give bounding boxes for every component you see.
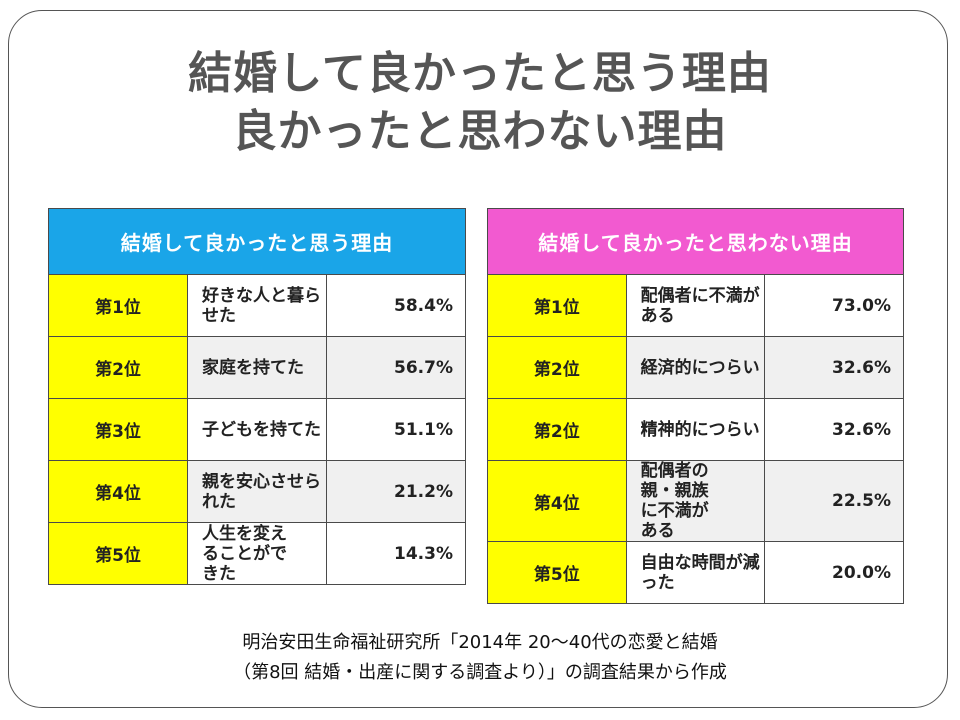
table-row: 第4位 親を安心させられた 21.2% — [48, 460, 466, 523]
percent-cell: 73.0% — [764, 274, 904, 337]
rank-cell: 第2位 — [487, 398, 627, 461]
percent-cell: 21.2% — [326, 460, 466, 523]
table-row: 第1位 好きな人と暮らせた 58.4% — [48, 274, 466, 337]
reason-cell: 配偶者に不満がある — [625, 274, 766, 337]
table-row: 第2位 家庭を持てた 56.7% — [48, 336, 466, 399]
rank-cell: 第2位 — [487, 336, 627, 399]
percent-cell: 14.3% — [326, 522, 466, 585]
reason-cell: 配偶者の親・親族に不満がある — [625, 460, 766, 542]
source-note: 明治安田生命福祉研究所「2014年 20～40代の恋愛と結婚 （第8回 結婚・出… — [0, 628, 960, 688]
reason-cell: 子どもを持てた — [187, 398, 327, 461]
positive-reasons-table: 結婚して良かったと思う理由 第1位 好きな人と暮らせた 58.4% 第2位 家庭… — [48, 208, 466, 585]
reason-cell: 人生を変えることができた — [187, 522, 327, 585]
percent-cell: 51.1% — [326, 398, 466, 461]
percent-cell: 20.0% — [764, 541, 904, 604]
percent-cell: 56.7% — [326, 336, 466, 399]
table-row: 第3位 子どもを持てた 51.1% — [48, 398, 466, 461]
rank-cell: 第4位 — [487, 460, 627, 542]
reason-cell: 好きな人と暮らせた — [187, 274, 327, 337]
table-row: 第5位 自由な時間が減った 20.0% — [487, 541, 904, 604]
rank-cell: 第5位 — [487, 541, 627, 604]
rank-cell: 第5位 — [48, 522, 188, 585]
page-title: 結婚して良かったと思う理由 良かったと思わない理由 — [0, 45, 960, 161]
table-row: 第4位 配偶者の親・親族に不満がある 22.5% — [487, 460, 904, 542]
title-line-2: 良かったと思わない理由 — [232, 106, 728, 157]
percent-cell: 32.6% — [764, 398, 904, 461]
table-row: 第1位 配偶者に不満がある 73.0% — [487, 274, 904, 337]
table-row: 第2位 経済的につらい 32.6% — [487, 336, 904, 399]
rank-cell: 第4位 — [48, 460, 188, 523]
percent-cell: 32.6% — [764, 336, 904, 399]
source-line-2: （第8回 結婚・出産に関する調査より）」の調査結果から作成 — [233, 662, 727, 683]
table-row: 第2位 精神的につらい 32.6% — [487, 398, 904, 461]
reason-cell: 自由な時間が減った — [625, 541, 766, 604]
table-header: 結婚して良かったと思わない理由 — [487, 208, 904, 275]
table-row: 第5位 人生を変えることができた 14.3% — [48, 522, 466, 585]
percent-cell: 58.4% — [326, 274, 466, 337]
rank-cell: 第3位 — [48, 398, 188, 461]
negative-reasons-table: 結婚して良かったと思わない理由 第1位 配偶者に不満がある 73.0% 第2位 … — [487, 208, 904, 604]
title-line-1: 結婚して良かったと思う理由 — [188, 48, 772, 99]
reason-cell: 家庭を持てた — [187, 336, 327, 399]
reason-cell: 経済的につらい — [625, 336, 766, 399]
source-line-1: 明治安田生命福祉研究所「2014年 20～40代の恋愛と結婚 — [242, 632, 718, 653]
rank-cell: 第1位 — [48, 274, 188, 337]
reason-cell: 精神的につらい — [625, 398, 766, 461]
rank-cell: 第1位 — [487, 274, 627, 337]
table-header: 結婚して良かったと思う理由 — [48, 208, 466, 275]
percent-cell: 22.5% — [764, 460, 904, 542]
rank-cell: 第2位 — [48, 336, 188, 399]
reason-cell: 親を安心させられた — [187, 460, 327, 523]
